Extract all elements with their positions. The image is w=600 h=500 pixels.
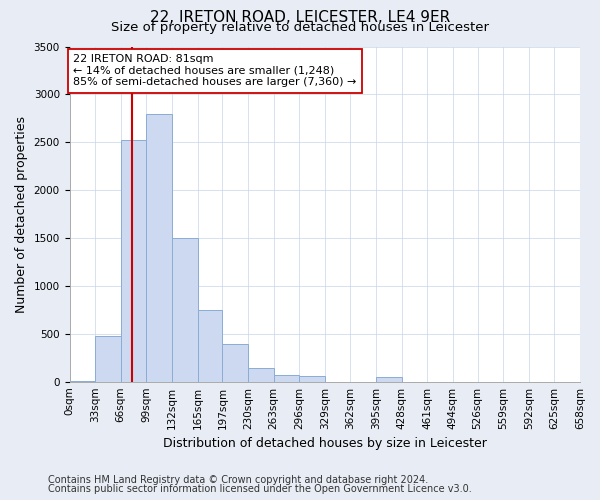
Bar [223,344,248,382]
Bar [197,310,223,382]
Y-axis label: Number of detached properties: Number of detached properties [15,116,28,312]
Bar [121,140,146,382]
Bar [95,336,121,382]
Text: 22 IRETON ROAD: 81sqm
← 14% of detached houses are smaller (1,248)
85% of semi-d: 22 IRETON ROAD: 81sqm ← 14% of detached … [73,54,357,88]
Bar [299,376,325,382]
Bar [248,368,274,382]
Text: Contains HM Land Registry data © Crown copyright and database right 2024.: Contains HM Land Registry data © Crown c… [48,475,428,485]
Bar [146,114,172,382]
Text: Size of property relative to detached houses in Leicester: Size of property relative to detached ho… [111,21,489,34]
X-axis label: Distribution of detached houses by size in Leicester: Distribution of detached houses by size … [163,437,487,450]
Text: Contains public sector information licensed under the Open Government Licence v3: Contains public sector information licen… [48,484,472,494]
Bar [376,377,401,382]
Bar [274,375,299,382]
Text: 22, IRETON ROAD, LEICESTER, LE4 9ER: 22, IRETON ROAD, LEICESTER, LE4 9ER [150,10,450,25]
Bar [172,238,197,382]
